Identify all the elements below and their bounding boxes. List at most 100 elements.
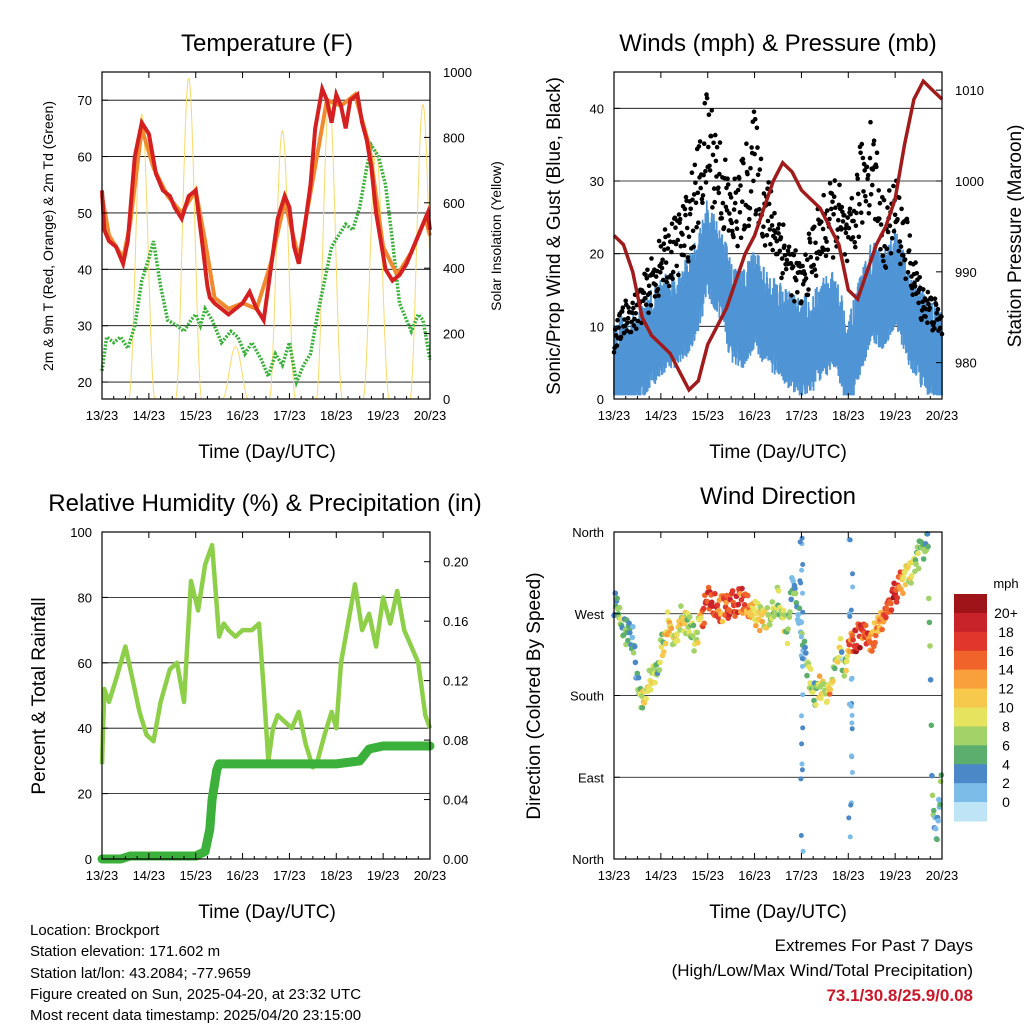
gust-point bbox=[693, 180, 698, 185]
station-location: Location: Brockport bbox=[30, 922, 160, 939]
y-tick-label: 10 bbox=[590, 319, 604, 334]
gust-point bbox=[741, 160, 746, 166]
gust-point bbox=[729, 220, 734, 226]
x-tick-label: 18/23 bbox=[320, 868, 353, 883]
gust-point bbox=[723, 157, 728, 163]
direction-point bbox=[850, 584, 856, 590]
gust-point bbox=[680, 232, 685, 237]
gust-point bbox=[728, 195, 734, 200]
direction-point bbox=[801, 638, 808, 645]
direction-point bbox=[700, 605, 707, 612]
direction-point bbox=[816, 673, 823, 679]
series-pressure bbox=[612, 78, 944, 393]
direction-point bbox=[795, 611, 801, 618]
gust-point bbox=[755, 172, 761, 178]
gust-point bbox=[903, 276, 908, 282]
direction-point bbox=[846, 815, 852, 821]
gust-point bbox=[690, 197, 695, 203]
x-tick-label: 17/23 bbox=[273, 408, 306, 423]
gust-point bbox=[849, 196, 855, 201]
gust-point bbox=[701, 141, 707, 146]
direction-point bbox=[792, 585, 798, 592]
gust-point bbox=[932, 296, 938, 302]
y-right-tick-label: 0.08 bbox=[443, 733, 468, 748]
direction-point bbox=[849, 712, 855, 718]
gust-point bbox=[842, 252, 848, 257]
gust-point bbox=[819, 219, 824, 225]
gust-point bbox=[691, 192, 697, 197]
direction-point bbox=[639, 704, 646, 711]
gust-point bbox=[751, 109, 757, 115]
gust-point bbox=[793, 277, 799, 283]
direction-point bbox=[751, 606, 757, 612]
humidity-title: Relative Humidity (%) & Precipitation (i… bbox=[48, 490, 481, 517]
gust-point bbox=[844, 222, 849, 227]
gust-point bbox=[862, 168, 867, 173]
direction-point bbox=[920, 556, 927, 562]
gust-point bbox=[719, 216, 725, 221]
gust-point bbox=[723, 204, 729, 210]
x-tick-label: 17/23 bbox=[785, 408, 818, 423]
direction-point bbox=[871, 620, 878, 626]
y-right-tick-label: 0.04 bbox=[443, 793, 468, 808]
gust-point bbox=[698, 185, 703, 191]
gust-point bbox=[786, 244, 792, 250]
colorbar-swatch bbox=[954, 669, 987, 690]
direction-point bbox=[627, 629, 633, 636]
direction-point bbox=[616, 604, 623, 611]
gust-point bbox=[780, 271, 785, 276]
gust-point bbox=[905, 270, 911, 275]
gust-point bbox=[926, 301, 931, 307]
direction-point bbox=[662, 640, 669, 647]
gust-point bbox=[931, 320, 937, 325]
y-tick-label: 80 bbox=[78, 590, 92, 605]
y-right-tick-label: 0 bbox=[443, 392, 450, 407]
winds-xlabel: Time (Day/UTC) bbox=[709, 442, 847, 463]
direction-point bbox=[844, 658, 850, 665]
gust-point bbox=[646, 310, 651, 316]
colorbar-swatch bbox=[954, 631, 987, 652]
gust-point bbox=[659, 261, 664, 266]
gust-point bbox=[887, 223, 893, 228]
gust-point bbox=[860, 155, 866, 161]
gust-point bbox=[839, 204, 845, 210]
gust-point bbox=[840, 209, 845, 215]
gust-point bbox=[653, 274, 659, 279]
colorbar-swatch bbox=[954, 612, 987, 633]
gust-point bbox=[770, 247, 775, 253]
direction-point bbox=[787, 609, 793, 615]
y-right-tick-label: 980 bbox=[955, 356, 977, 371]
gust-point bbox=[700, 200, 705, 206]
direction-point bbox=[934, 836, 940, 843]
direction-point bbox=[790, 578, 796, 584]
direction-point bbox=[769, 599, 776, 605]
y-right-tick-label: 0.12 bbox=[443, 674, 468, 689]
gust-point bbox=[749, 145, 754, 150]
gust-point bbox=[776, 222, 782, 227]
gust-point bbox=[788, 261, 794, 266]
gust-point bbox=[732, 176, 737, 182]
direction-point bbox=[900, 590, 906, 597]
direction-point bbox=[729, 588, 736, 594]
temperature-ylabel-left: 2m & 9m T (Red, Orange) & 2m Td (Green) bbox=[40, 101, 56, 371]
gust-point bbox=[735, 243, 740, 249]
gust-point bbox=[709, 108, 715, 113]
gust-point bbox=[695, 190, 701, 196]
direction-point bbox=[635, 674, 642, 681]
winds-axes: 0 10 20 30 40 980 990 1000 1010 13/23 14/23 15/23 16… bbox=[590, 72, 984, 423]
gust-point bbox=[853, 244, 858, 250]
colorbar-label: 4 bbox=[1002, 756, 1010, 772]
gust-point bbox=[812, 224, 817, 230]
direction-panel: Wind Direction NorthEastSouthWestNorth13… bbox=[524, 483, 1019, 923]
direction-point bbox=[824, 698, 830, 705]
direction-point bbox=[630, 623, 636, 630]
gust-point bbox=[868, 119, 873, 125]
gust-point bbox=[812, 267, 818, 272]
direction-point bbox=[809, 689, 816, 695]
gust-point bbox=[688, 206, 693, 212]
direction-point bbox=[785, 626, 791, 632]
gust-point bbox=[876, 188, 881, 193]
gust-point bbox=[753, 211, 758, 217]
station-latlon: Station lat/lon: 43.2084; -77.9659 bbox=[30, 964, 252, 982]
gust-point bbox=[833, 205, 838, 210]
